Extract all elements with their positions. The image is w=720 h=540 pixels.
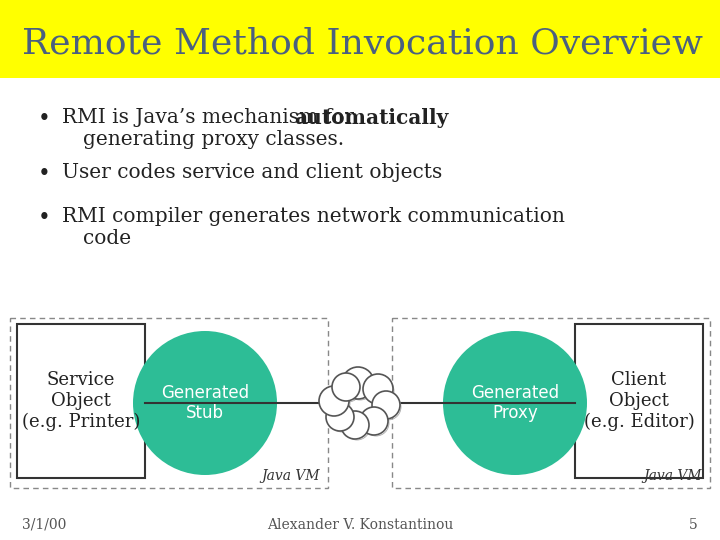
Text: RMI is Java’s mechanism for: RMI is Java’s mechanism for	[62, 108, 361, 127]
Text: Java VM: Java VM	[261, 469, 320, 483]
Text: Generated
Proxy: Generated Proxy	[471, 383, 559, 422]
Circle shape	[363, 374, 393, 404]
Text: Java VM: Java VM	[644, 469, 702, 483]
Circle shape	[342, 367, 374, 399]
Circle shape	[372, 391, 400, 419]
Ellipse shape	[133, 331, 277, 475]
Text: Service
Object
(e.g. Printer): Service Object (e.g. Printer)	[22, 371, 140, 431]
Circle shape	[330, 373, 390, 433]
Ellipse shape	[443, 331, 587, 475]
Text: automatically: automatically	[294, 108, 449, 128]
Circle shape	[360, 407, 388, 435]
Text: Remote Method Invocation Overview: Remote Method Invocation Overview	[22, 26, 703, 60]
FancyBboxPatch shape	[575, 324, 703, 478]
Text: Generated
Stub: Generated Stub	[161, 383, 249, 422]
Text: •: •	[38, 163, 50, 185]
Text: Client
Object
(e.g. Editor): Client Object (e.g. Editor)	[584, 371, 694, 431]
Text: User codes service and client objects: User codes service and client objects	[62, 163, 442, 182]
FancyBboxPatch shape	[17, 324, 145, 478]
Text: code: code	[83, 229, 131, 248]
Text: •: •	[38, 108, 50, 130]
Text: 3/1/00: 3/1/00	[22, 518, 66, 532]
Text: Alexander V. Konstantinou: Alexander V. Konstantinou	[267, 518, 453, 532]
FancyBboxPatch shape	[0, 0, 720, 78]
Circle shape	[332, 373, 360, 401]
Text: 5: 5	[689, 518, 698, 532]
Text: •: •	[38, 207, 50, 229]
Text: generating proxy classes.: generating proxy classes.	[83, 130, 344, 149]
Circle shape	[326, 403, 354, 431]
Text: RMI compiler generates network communication: RMI compiler generates network communica…	[62, 207, 565, 226]
Circle shape	[319, 386, 349, 416]
Circle shape	[341, 411, 369, 439]
